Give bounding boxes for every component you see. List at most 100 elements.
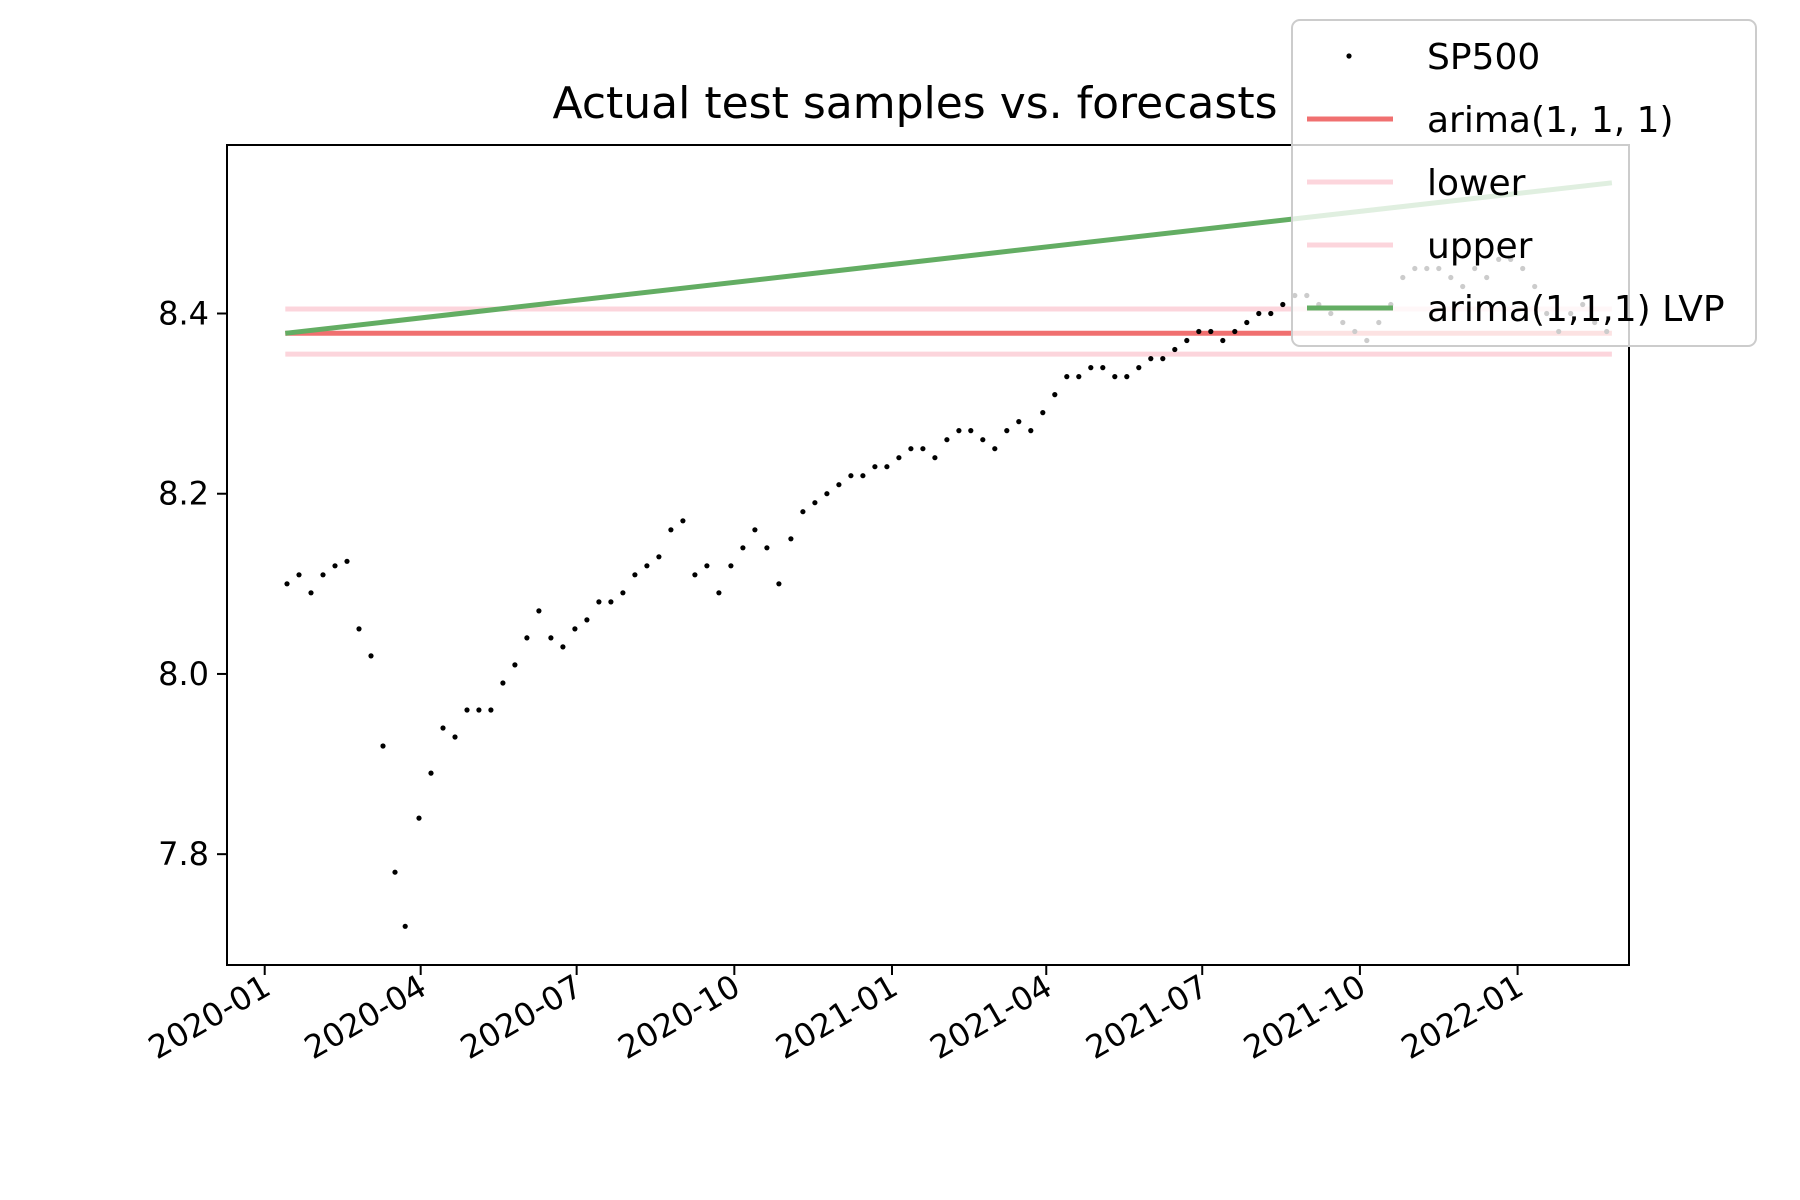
data-point	[944, 437, 950, 443]
y-tick-label: 8.2	[158, 475, 209, 513]
data-point	[812, 500, 818, 506]
data-point	[1100, 365, 1106, 371]
data-point	[764, 545, 770, 551]
data-point	[428, 770, 434, 776]
data-point	[356, 626, 362, 632]
data-point	[752, 527, 758, 533]
data-point	[1184, 337, 1190, 344]
data-point	[512, 662, 518, 668]
data-point	[836, 482, 842, 488]
chart-title: Actual test samples vs. forecasts	[553, 78, 1278, 129]
data-point	[1052, 392, 1058, 398]
data-point	[968, 428, 974, 434]
data-point	[524, 635, 530, 641]
data-point	[1124, 374, 1130, 380]
data-point	[848, 473, 854, 479]
data-point	[284, 581, 290, 587]
legend-label: upper	[1427, 226, 1533, 267]
x-axis: 2020-01 2020-04 2020-07 2020-10 2021-01 2021-…	[142, 965, 1530, 1067]
data-point	[1088, 365, 1094, 371]
data-point	[500, 680, 506, 686]
legend: SP500 arima(1, 1, 1) lower upper arima(1,1,1…	[1291, 19, 1757, 347]
data-point	[416, 815, 422, 821]
data-point	[1172, 346, 1178, 353]
data-point	[476, 707, 482, 713]
x-tick-label: 2021-10	[1237, 967, 1372, 1067]
legend-label: lower	[1427, 163, 1526, 204]
data-point	[1244, 319, 1250, 326]
data-point	[692, 572, 698, 578]
data-point	[1208, 328, 1214, 335]
legend-label: arima(1,1,1) LVP	[1427, 289, 1725, 330]
data-point	[1016, 419, 1022, 425]
data-point	[560, 644, 566, 650]
data-point	[788, 536, 794, 542]
data-point	[668, 527, 674, 533]
legend-box	[1291, 19, 1757, 347]
data-point	[680, 518, 686, 524]
data-point	[632, 572, 638, 578]
data-point	[824, 491, 830, 497]
data-point	[320, 572, 326, 578]
data-point	[1112, 374, 1118, 380]
data-point	[1196, 328, 1202, 335]
data-point	[368, 653, 374, 659]
data-point	[584, 617, 590, 623]
data-point	[908, 446, 914, 452]
data-point	[380, 743, 386, 749]
data-point	[800, 509, 806, 515]
data-point	[488, 707, 494, 713]
legend-label: SP500	[1427, 37, 1540, 78]
data-point	[956, 428, 962, 434]
data-point	[1004, 428, 1010, 434]
data-point	[740, 545, 746, 551]
x-tick-label: 2021-04	[923, 967, 1058, 1067]
x-tick-label: 2020-01	[142, 967, 277, 1067]
data-point	[392, 869, 398, 875]
data-point	[1076, 374, 1082, 380]
data-point	[884, 464, 890, 470]
data-point	[656, 554, 662, 560]
data-point	[344, 558, 350, 564]
data-point	[1232, 328, 1238, 335]
data-point	[1028, 428, 1034, 434]
data-point	[608, 599, 614, 605]
data-point	[452, 734, 458, 740]
y-tick-label: 8.4	[158, 295, 209, 333]
data-point	[308, 590, 314, 596]
data-point	[1220, 337, 1226, 344]
x-tick-label: 2021-01	[769, 967, 904, 1067]
data-point	[932, 455, 938, 461]
data-point	[872, 464, 878, 470]
x-tick-label: 2020-10	[612, 967, 747, 1067]
data-point	[1256, 310, 1262, 317]
y-axis: 7.8 8.0 8.2 8.4	[158, 295, 227, 873]
data-point	[1160, 356, 1166, 362]
x-tick-label: 2020-07	[454, 967, 589, 1067]
data-point	[896, 455, 902, 461]
x-tick-label: 2022-01	[1395, 967, 1530, 1067]
x-tick-label: 2021-07	[1079, 967, 1214, 1067]
data-point	[296, 572, 302, 578]
data-point	[440, 725, 446, 731]
plot-frame	[226, 144, 1630, 966]
data-point	[1040, 410, 1046, 416]
data-point	[1148, 356, 1154, 362]
data-point	[1064, 374, 1070, 380]
data-point	[860, 473, 866, 479]
data-point	[920, 446, 926, 452]
data-point	[1280, 301, 1286, 308]
y-tick-label: 7.8	[158, 835, 209, 873]
data-point	[1268, 310, 1274, 317]
data-point	[644, 563, 650, 569]
data-point	[716, 590, 722, 596]
data-point	[548, 635, 554, 641]
data-point	[536, 608, 542, 614]
data-point	[596, 599, 602, 605]
data-point	[620, 590, 626, 596]
y-tick-label: 8.0	[158, 655, 209, 693]
legend-marker	[1346, 53, 1352, 59]
data-point	[1136, 365, 1142, 371]
data-point	[728, 563, 734, 569]
